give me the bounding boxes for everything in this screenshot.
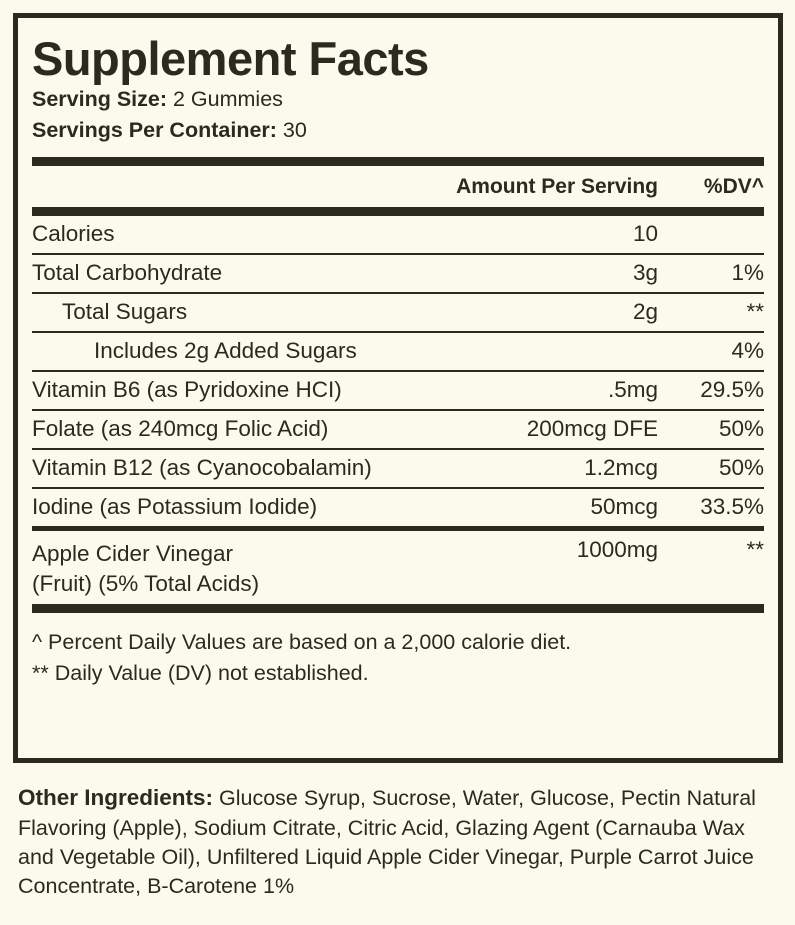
table-row: Iodine (as Potassium Iodide) 50mcg 33.5% — [32, 489, 764, 526]
table-row: Vitamin B12 (as Cyanocobalamin) 1.2mcg 5… — [32, 450, 764, 487]
nutrient-name: Vitamin B12 (as Cyanocobalamin) — [32, 455, 372, 481]
table-row: Vitamin B6 (as Pyridoxine HCI) .5mg 29.5… — [32, 372, 764, 409]
nutrient-name: Vitamin B6 (as Pyridoxine HCI) — [32, 377, 342, 403]
nutrient-amount: 10 — [632, 221, 658, 247]
supplement-facts-panel: Supplement Facts Serving Size: 2 Gummies… — [13, 13, 783, 763]
nutrient-daily-value: 1% — [731, 260, 764, 286]
nutrient-amount: .5mg — [607, 377, 658, 403]
nutrient-name: Includes 2g Added Sugars — [94, 338, 357, 364]
nutrient-amount: 200mcg DFE — [526, 416, 658, 442]
nutrient-amount: 3g — [632, 260, 658, 286]
serving-size-line: Serving Size: 2 Gummies — [32, 85, 764, 114]
row-divider — [32, 369, 764, 373]
divider-under-header — [32, 157, 764, 167]
nutrient-daily-value: ** — [746, 536, 764, 562]
nutrient-daily-value: ** — [746, 299, 764, 325]
other-ingredients-text: Glucose Syrup, Sucrose, Water, Glucose, … — [18, 786, 756, 899]
nutrient-daily-value: 33.5% — [700, 494, 764, 520]
nutrient-amount: 50mcg — [590, 494, 658, 520]
spacer — [32, 144, 764, 157]
divider-above-footnotes — [32, 604, 764, 614]
nutrient-name-line2: (Fruit) (5% Total Acids) — [32, 570, 260, 596]
footnote-percent-daily-value: ^ Percent Daily Values are based on a 2,… — [32, 630, 572, 655]
table-row: Total Sugars 2g ** — [32, 294, 764, 331]
page-title: Supplement Facts — [32, 32, 429, 85]
table-row-apple-cider-vinegar: Apple Cider Vinegar (Fruit) (5% Total Ac… — [32, 531, 764, 605]
nutrient-daily-value: 29.5% — [700, 377, 764, 403]
nutrient-name: Total Carbohydrate — [32, 260, 223, 286]
servings-per-container-line: Servings Per Container: 30 — [32, 116, 764, 145]
servings-per-container-value: 30 — [282, 117, 307, 142]
row-divider — [32, 291, 764, 295]
serving-size-label: Serving Size: — [32, 86, 168, 111]
table-row: Folate (as 240mcg Folic Acid) 200mcg DFE… — [32, 411, 764, 448]
table-row: Calories 10 — [32, 216, 764, 253]
row-divider — [32, 330, 764, 334]
row-divider-thick — [32, 525, 764, 531]
nutrient-name: Apple Cider Vinegar (Fruit) (5% Total Ac… — [32, 539, 577, 599]
footnote-daily-value-not-established: ** Daily Value (DV) not established. — [32, 660, 369, 685]
serving-size-value: 2 Gummies — [173, 86, 283, 111]
column-header-row: Amount Per Serving %DV^ — [32, 166, 764, 207]
column-header-amount: Amount Per Serving — [456, 175, 658, 199]
nutrient-amount: 2g — [632, 299, 658, 325]
nutrient-name: Total Sugars — [62, 299, 188, 325]
nutrient-name: Iodine (as Potassium Iodide) — [32, 494, 318, 520]
divider-under-column-headers — [32, 207, 764, 217]
table-row: Total Carbohydrate 3g 1% — [32, 255, 764, 292]
nutrient-daily-value: 4% — [731, 338, 764, 364]
other-ingredients: Other Ingredients: Glucose Syrup, Sucros… — [18, 783, 778, 901]
nutrient-name-line1: Apple Cider Vinegar — [32, 540, 233, 566]
table-row: Includes 2g Added Sugars 4% — [32, 333, 764, 370]
other-ingredients-label: Other Ingredients: — [18, 785, 214, 810]
nutrient-amount: 1000mg — [576, 536, 658, 562]
footnotes: ^ Percent Daily Values are based on a 2,… — [32, 613, 764, 687]
servings-per-container-label: Servings Per Container: — [32, 117, 277, 142]
nutrient-name: Calories — [32, 221, 115, 247]
row-divider — [32, 408, 764, 412]
column-header-daily-value: %DV^ — [703, 175, 764, 199]
nutrient-name: Folate (as 240mcg Folic Acid) — [32, 416, 329, 442]
nutrient-daily-value: 50% — [718, 455, 764, 481]
nutrient-amount: 1.2mcg — [584, 455, 658, 481]
row-divider — [32, 486, 764, 490]
row-divider — [32, 447, 764, 451]
nutrient-daily-value: 50% — [718, 416, 764, 442]
row-divider — [32, 252, 764, 256]
